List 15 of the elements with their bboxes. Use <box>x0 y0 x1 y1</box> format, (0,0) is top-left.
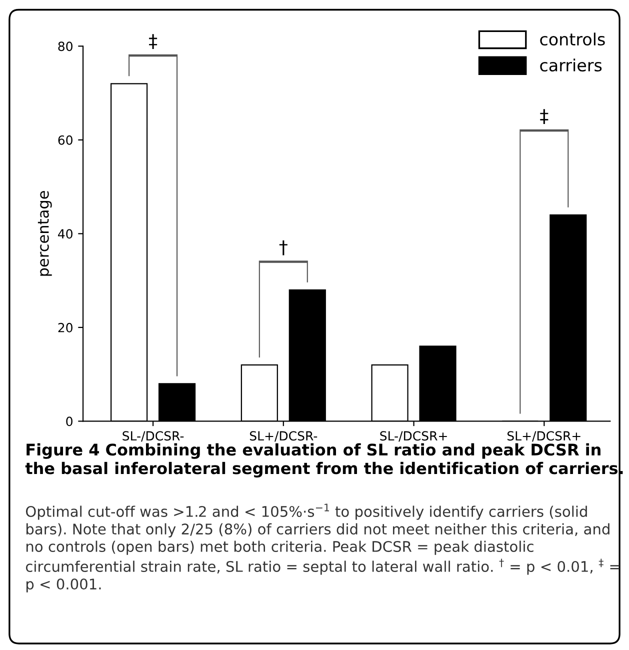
annotation: ‡ <box>540 109 548 124</box>
y-tick-label: 40 <box>58 229 72 239</box>
annotation: † <box>279 240 288 256</box>
y-tick-label: 20 <box>58 322 72 332</box>
legend-label: carriers <box>540 58 602 72</box>
x-tick-label: SL+/DCSR+ <box>507 431 580 442</box>
x-tick-label: SL+/DCSR- <box>250 431 318 442</box>
annotation: ‡ <box>149 34 158 50</box>
y-tick-label: 60 <box>58 135 72 145</box>
x-tick-label: SL-/DCSR- <box>122 431 184 442</box>
x-tick-label: SL-/DCSR+ <box>380 431 447 442</box>
y-tick-label: 80 <box>58 42 72 52</box>
legend-label: controls <box>540 32 605 46</box>
y-tick-label: 0 <box>66 416 72 426</box>
y-axis-title: percentage <box>38 191 52 276</box>
